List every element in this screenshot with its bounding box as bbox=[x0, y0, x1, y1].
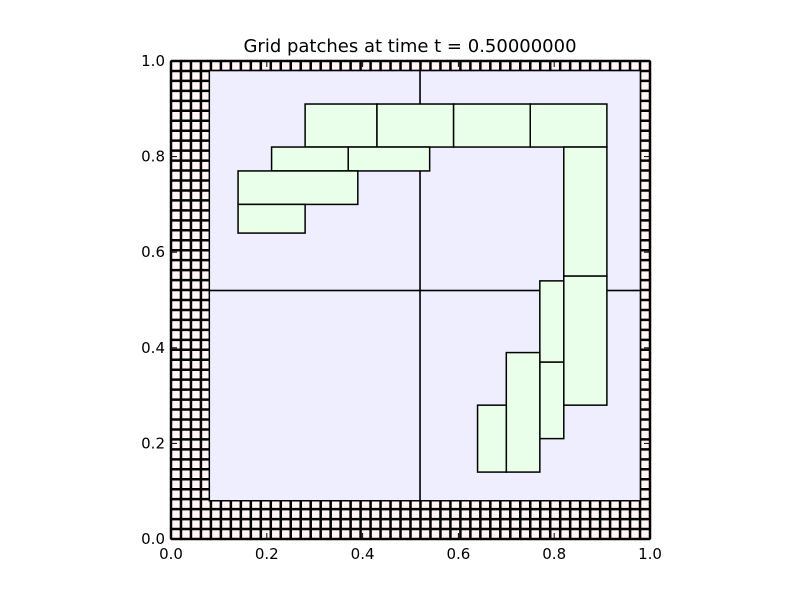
level2-patch bbox=[452, 103, 531, 148]
level2-patch bbox=[539, 280, 565, 363]
y-tick-label: 0.4 bbox=[141, 339, 165, 357]
level1-patch bbox=[208, 289, 421, 502]
x-tick-label: 0.4 bbox=[351, 545, 375, 563]
x-tick-label: 1.0 bbox=[638, 545, 662, 563]
x-axis-ticks: 0.0 0.2 0.4 0.6 0.8 1.0 bbox=[159, 61, 662, 563]
level2-patch bbox=[476, 404, 508, 473]
axes-frame bbox=[170, 60, 651, 540]
y-tick-label: 0.6 bbox=[141, 243, 165, 261]
level2-patch bbox=[505, 351, 541, 473]
level2-patch bbox=[237, 203, 306, 234]
level2-patch bbox=[347, 146, 431, 172]
level2-patch bbox=[563, 146, 608, 277]
y-tick-label: 1.0 bbox=[141, 52, 165, 70]
level2-patch bbox=[539, 361, 565, 440]
level2-patches bbox=[237, 103, 608, 473]
level2-patch bbox=[237, 170, 359, 206]
x-tick-label: 0.2 bbox=[255, 545, 279, 563]
level2-patch bbox=[563, 275, 608, 406]
x-tick-label: 0.8 bbox=[542, 545, 566, 563]
level2-patch bbox=[529, 103, 608, 148]
y-tick-label: 0.2 bbox=[141, 434, 165, 452]
level2-patch bbox=[376, 103, 455, 148]
y-tick-label: 0.0 bbox=[141, 530, 165, 548]
level2-patch bbox=[304, 103, 378, 148]
y-tick-label: 0.8 bbox=[141, 148, 165, 166]
x-tick-label: 0.0 bbox=[159, 545, 183, 563]
x-tick-label: 0.6 bbox=[446, 545, 470, 563]
level2-patch bbox=[270, 146, 349, 172]
chart-title: Grid patches at time t = 0.50000000 bbox=[243, 36, 576, 57]
y-axis-ticks: 0.0 0.2 0.4 0.6 0.8 1.0 bbox=[141, 52, 650, 548]
